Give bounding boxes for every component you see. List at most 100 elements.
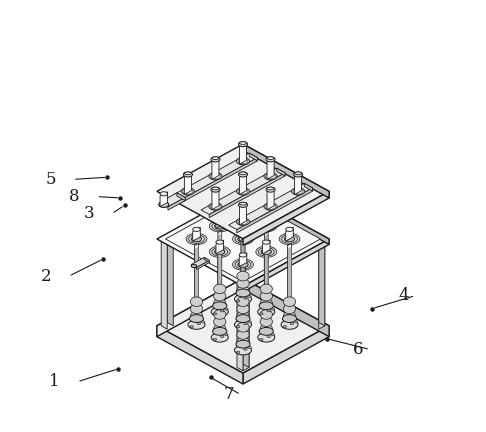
Ellipse shape: [191, 236, 202, 242]
Ellipse shape: [212, 157, 219, 161]
Polygon shape: [264, 256, 268, 335]
Ellipse shape: [267, 335, 270, 337]
Ellipse shape: [239, 253, 247, 257]
Ellipse shape: [248, 321, 251, 323]
Text: 3: 3: [84, 205, 94, 222]
Polygon shape: [159, 193, 185, 207]
Polygon shape: [237, 281, 243, 371]
Ellipse shape: [235, 209, 251, 218]
Polygon shape: [212, 188, 219, 210]
Ellipse shape: [260, 317, 273, 327]
Ellipse shape: [236, 314, 250, 322]
Ellipse shape: [236, 289, 250, 297]
Ellipse shape: [209, 246, 230, 257]
Polygon shape: [262, 214, 270, 228]
Ellipse shape: [159, 202, 169, 207]
Ellipse shape: [260, 299, 273, 308]
Ellipse shape: [290, 323, 294, 325]
Ellipse shape: [213, 284, 226, 294]
Ellipse shape: [236, 326, 240, 328]
Polygon shape: [239, 227, 247, 241]
Ellipse shape: [237, 286, 249, 295]
Ellipse shape: [213, 327, 227, 335]
Polygon shape: [267, 188, 274, 210]
Ellipse shape: [260, 310, 273, 319]
Ellipse shape: [215, 249, 225, 254]
Ellipse shape: [267, 157, 274, 159]
Ellipse shape: [235, 260, 251, 269]
Polygon shape: [288, 243, 292, 322]
Polygon shape: [319, 239, 325, 329]
Ellipse shape: [239, 160, 247, 165]
Ellipse shape: [260, 313, 263, 315]
Polygon shape: [243, 239, 329, 292]
Ellipse shape: [189, 235, 204, 243]
Text: 2: 2: [41, 268, 52, 285]
Ellipse shape: [234, 294, 252, 304]
Ellipse shape: [216, 214, 224, 219]
Ellipse shape: [260, 338, 263, 340]
Ellipse shape: [248, 295, 251, 297]
Ellipse shape: [292, 188, 305, 195]
Ellipse shape: [186, 233, 207, 245]
Ellipse shape: [213, 310, 226, 319]
Ellipse shape: [209, 203, 222, 210]
Ellipse shape: [261, 223, 272, 229]
Polygon shape: [167, 236, 173, 326]
Ellipse shape: [213, 324, 226, 334]
Ellipse shape: [239, 227, 247, 232]
Ellipse shape: [279, 233, 300, 245]
Polygon shape: [174, 153, 258, 199]
Ellipse shape: [181, 188, 194, 195]
Ellipse shape: [261, 223, 271, 229]
Ellipse shape: [213, 317, 226, 327]
Ellipse shape: [271, 334, 275, 336]
Ellipse shape: [262, 240, 270, 244]
Ellipse shape: [294, 172, 303, 177]
Ellipse shape: [213, 302, 227, 310]
Polygon shape: [160, 192, 168, 206]
Ellipse shape: [239, 202, 247, 207]
Ellipse shape: [237, 279, 249, 288]
Ellipse shape: [259, 302, 273, 310]
Ellipse shape: [243, 323, 247, 325]
Ellipse shape: [261, 249, 272, 254]
Ellipse shape: [240, 172, 246, 175]
Ellipse shape: [183, 189, 193, 194]
Ellipse shape: [236, 340, 250, 348]
Text: 1: 1: [50, 373, 60, 390]
Ellipse shape: [216, 240, 224, 244]
Ellipse shape: [238, 236, 248, 242]
Ellipse shape: [258, 307, 275, 317]
Ellipse shape: [267, 310, 270, 312]
Ellipse shape: [266, 175, 275, 180]
Polygon shape: [319, 236, 325, 326]
Ellipse shape: [259, 248, 274, 256]
Ellipse shape: [209, 172, 222, 180]
Ellipse shape: [191, 304, 203, 314]
Polygon shape: [241, 218, 245, 296]
Polygon shape: [201, 168, 285, 214]
Polygon shape: [237, 277, 249, 284]
Polygon shape: [216, 214, 224, 228]
Polygon shape: [157, 279, 329, 373]
Polygon shape: [249, 153, 258, 161]
Polygon shape: [304, 184, 312, 191]
Ellipse shape: [295, 172, 302, 175]
Text: 8: 8: [69, 188, 79, 205]
Ellipse shape: [238, 262, 248, 267]
Polygon shape: [240, 203, 246, 225]
Polygon shape: [243, 191, 329, 245]
Ellipse shape: [238, 189, 248, 194]
Ellipse shape: [215, 223, 225, 229]
Ellipse shape: [190, 314, 204, 322]
Ellipse shape: [238, 236, 248, 242]
Ellipse shape: [184, 172, 191, 175]
Ellipse shape: [221, 310, 224, 312]
Ellipse shape: [261, 249, 271, 254]
Polygon shape: [157, 192, 329, 286]
Ellipse shape: [285, 236, 295, 242]
Ellipse shape: [234, 346, 252, 355]
Ellipse shape: [236, 300, 240, 302]
Ellipse shape: [264, 203, 277, 210]
